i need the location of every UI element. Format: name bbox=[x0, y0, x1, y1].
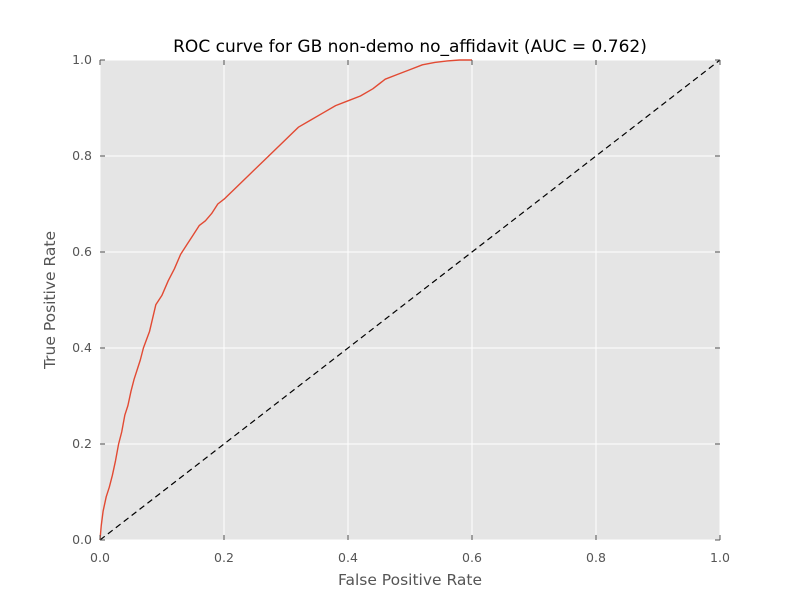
y-tick-label: 0.8 bbox=[72, 148, 92, 163]
x-axis-label: False Positive Rate bbox=[338, 571, 482, 589]
series-lines bbox=[99, 59, 721, 541]
chance-diagonal-line bbox=[99, 59, 721, 541]
y-tick-label: 1.0 bbox=[72, 52, 92, 67]
x-tick-label: 0.8 bbox=[586, 550, 606, 565]
x-tick-label: 0.2 bbox=[214, 550, 234, 565]
chart-title: ROC curve for GB non-demo no_affidavit (… bbox=[173, 37, 647, 57]
grid-lines bbox=[99, 59, 721, 541]
x-tick-label: 0.4 bbox=[338, 550, 358, 565]
y-tick-label: 0.2 bbox=[72, 436, 92, 451]
x-tick-label: 1.0 bbox=[710, 550, 730, 565]
x-tick-label: 0.6 bbox=[462, 550, 482, 565]
tick-marks bbox=[99, 59, 721, 541]
x-tick-label: 0.0 bbox=[90, 550, 110, 565]
y-tick-label: 0.4 bbox=[72, 340, 92, 355]
y-tick-label: 0.6 bbox=[72, 244, 92, 259]
x-tick-labels: 0.0 0.2 0.4 0.6 0.8 1.0 bbox=[90, 550, 730, 565]
y-tick-labels: 0.0 0.2 0.4 0.6 0.8 1.0 bbox=[72, 52, 92, 547]
y-axis-label: True Positive Rate bbox=[41, 231, 59, 370]
y-tick-label: 0.0 bbox=[72, 532, 92, 547]
roc-curve-line bbox=[99, 59, 472, 541]
